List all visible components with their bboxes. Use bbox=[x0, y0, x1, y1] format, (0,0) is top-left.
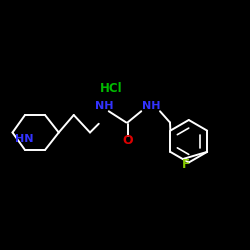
Text: O: O bbox=[122, 134, 133, 146]
Text: NH: NH bbox=[94, 101, 113, 111]
Text: HCl: HCl bbox=[100, 82, 122, 95]
Text: HN: HN bbox=[14, 134, 33, 144]
Text: NH: NH bbox=[142, 101, 161, 111]
Text: F: F bbox=[182, 158, 190, 172]
